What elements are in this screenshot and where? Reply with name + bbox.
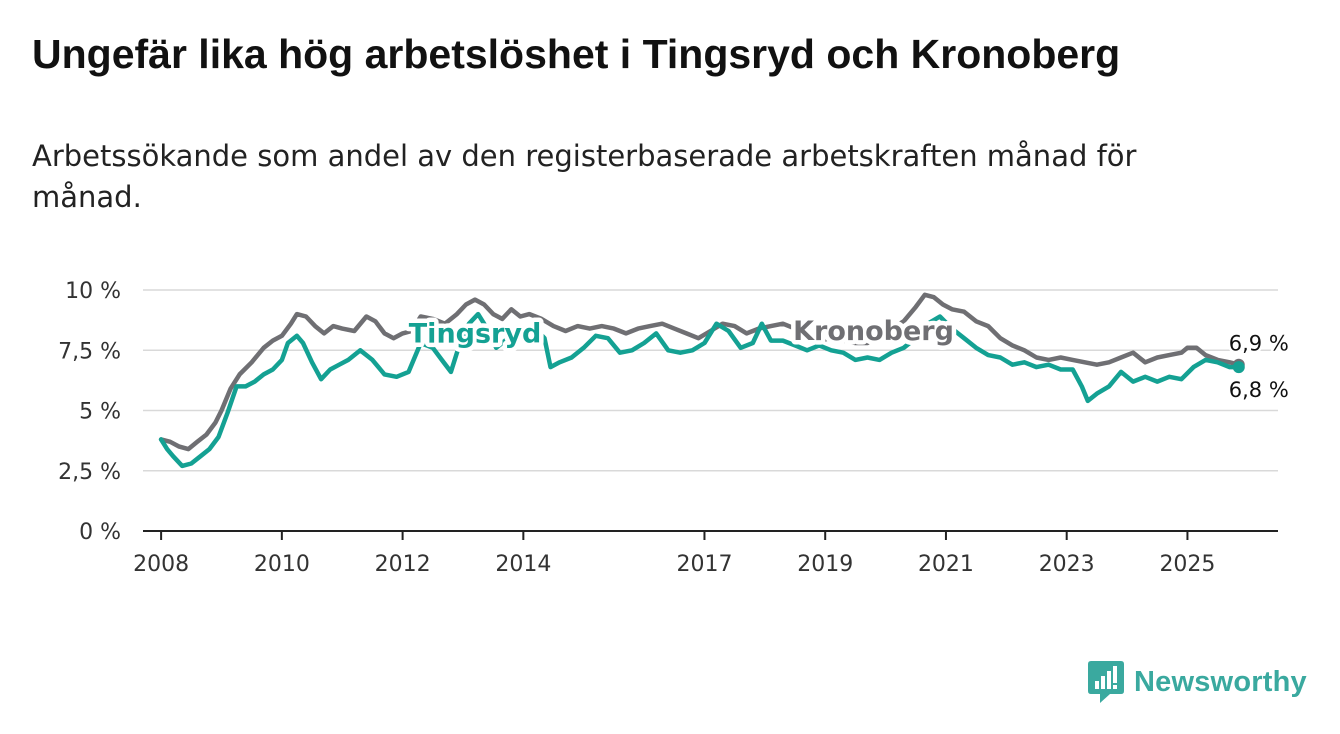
x-tick-label: 2019 xyxy=(797,552,853,577)
x-axis-ticks: 2008 2010 2012 2014 2017 2019 2021 2023 2025 xyxy=(133,531,1215,577)
series-end-value-label: 6,9 % xyxy=(1229,332,1289,356)
series-line-kronoberg xyxy=(158,292,1242,452)
series-name-label: Kronoberg xyxy=(793,316,954,347)
series-endpoint-tingsryd xyxy=(1232,361,1245,374)
series-line-tingsryd xyxy=(158,311,1242,469)
y-axis-ticks: 0 % 2,5 % 5 % 7,5 % 10 % xyxy=(58,279,121,545)
brand-name: Newsworthy xyxy=(1134,665,1307,698)
x-tick-label: 2017 xyxy=(676,552,732,577)
x-tick-label: 2025 xyxy=(1159,552,1215,577)
x-tick-label: 2014 xyxy=(495,552,551,577)
series-labels: Kronoberg 6,9 % Tingsryd 6,8 % xyxy=(404,311,1291,404)
x-tick-label: 2010 xyxy=(254,552,310,577)
gridlines xyxy=(143,289,1278,472)
chart-title: Ungefär lika hög arbetslöshet i Tingsryd… xyxy=(32,31,1121,77)
newsworthy-logo: Newsworthy xyxy=(1088,660,1307,704)
y-tick-label: 7,5 % xyxy=(58,339,121,364)
series-end-value-label: 6,8 % xyxy=(1229,378,1289,402)
chart-subtitle: Arbetssökande som andel av den registerb… xyxy=(32,139,1137,214)
x-tick-label: 2021 xyxy=(918,552,974,577)
series-lines xyxy=(158,292,1245,469)
y-tick-label: 2,5 % xyxy=(58,460,121,485)
series-name-label: Tingsryd xyxy=(409,318,542,349)
y-tick-label: 0 % xyxy=(79,520,121,545)
x-tick-label: 2023 xyxy=(1039,552,1095,577)
y-tick-label: 5 % xyxy=(79,400,121,425)
y-tick-label: 10 % xyxy=(65,279,121,304)
x-tick-label: 2008 xyxy=(133,552,189,577)
x-tick-label: 2012 xyxy=(375,552,431,577)
newsworthy-logo-icon xyxy=(1088,661,1124,703)
